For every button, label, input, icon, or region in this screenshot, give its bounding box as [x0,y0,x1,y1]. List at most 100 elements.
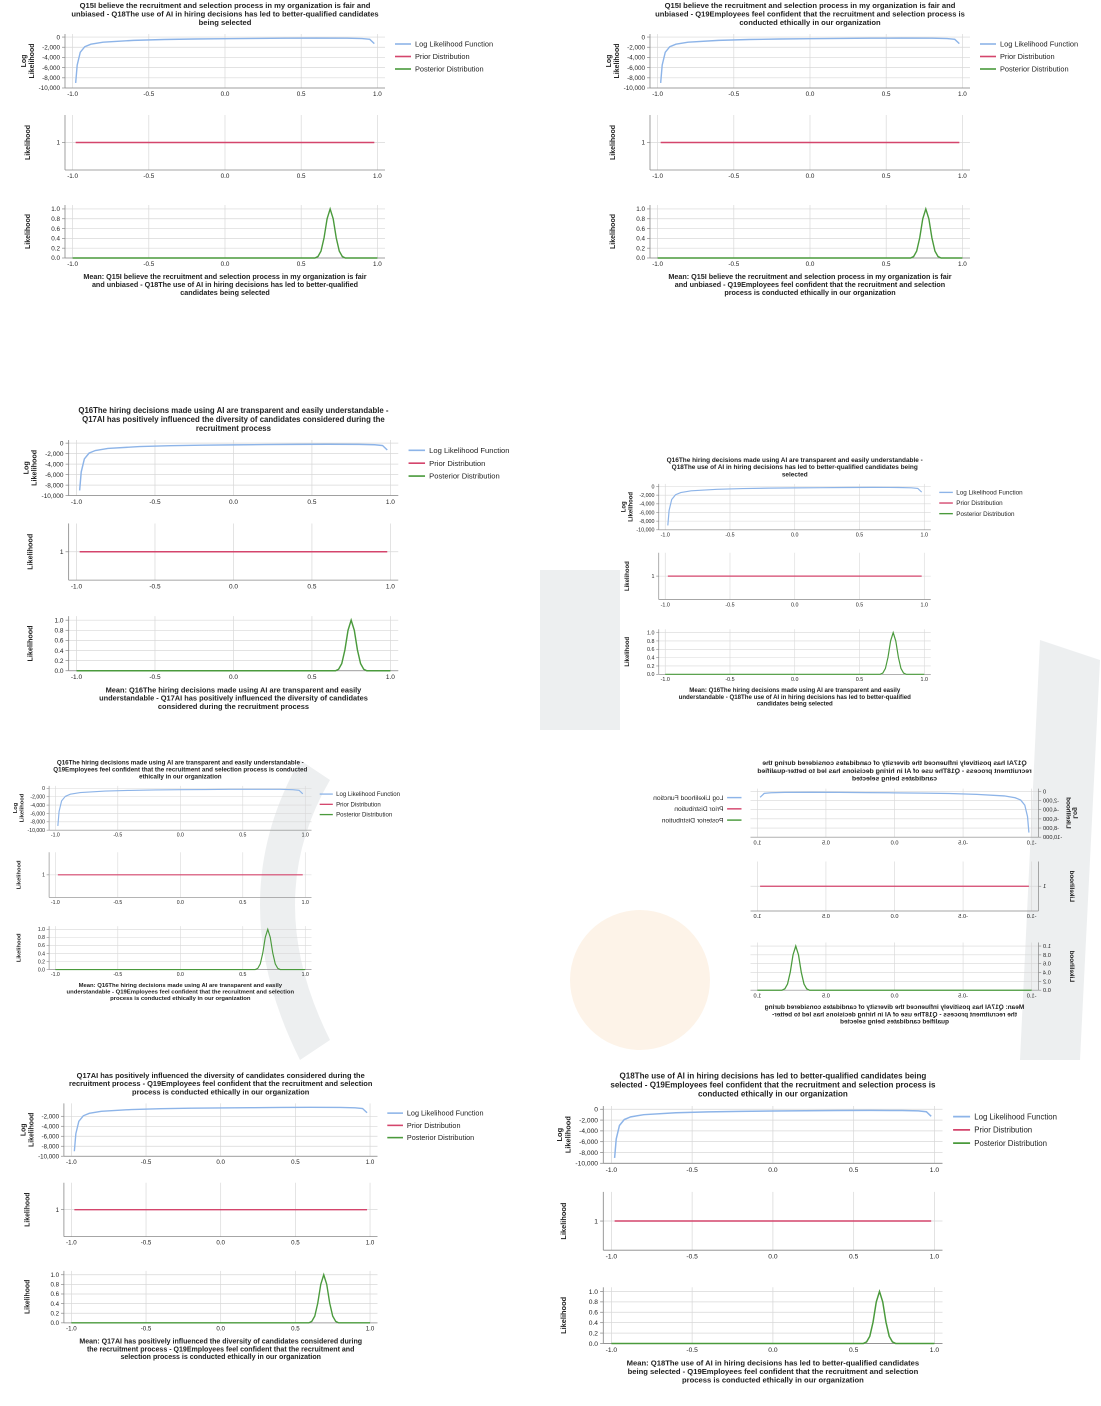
legend-label: Log Likelihood Function [956,490,1023,497]
legend-label: Prior Distribution [415,52,470,61]
legend-label: Posterior Distribution [429,472,500,481]
x-tick-label: -1.0 [606,1347,618,1354]
x-tick-label: 1.0 [386,583,395,590]
y-axis-label: Likelihood [26,534,35,570]
x-tick-label: 0.5 [307,583,316,590]
y-axis-label: Likelihood [29,44,36,79]
panel-footer: candidates being selected [180,288,269,297]
x-tick-label: -0.5 [113,833,122,839]
x-tick-label: -1.0 [652,91,663,98]
x-tick-label: -1.0 [66,1326,77,1333]
y-tick-label: 0.0 [589,1341,599,1348]
legend-label: Posterior Distribution [407,1133,474,1142]
panel-title: Q17AI has positively influenced the dive… [82,415,385,424]
x-tick-label: 0.0 [177,900,184,906]
legend-label: Posterior Distribution [661,817,723,824]
x-tick-label: 0.5 [307,674,316,681]
x-tick-label: 0.5 [849,1254,859,1261]
y-tick-label: 0.8 [51,216,60,223]
x-tick-label: -0.5 [149,674,161,681]
y-tick-label: 1 [594,1218,598,1225]
y-tick-label: 0 [641,34,645,41]
x-tick-label: -0.5 [725,533,734,539]
y-tick-label: -4,000 [45,461,64,468]
legend-label: Prior Distribution [1000,52,1055,61]
x-tick-label: 0.0 [806,91,815,98]
x-tick-label: 1.0 [302,833,309,839]
y-axis-label: Likelihood [26,625,35,661]
x-tick-label: 0.0 [229,499,238,506]
y-tick-label: -10,000 [39,85,61,92]
y-tick-label: -8,000 [45,482,64,489]
x-tick-label: 1.0 [366,1239,375,1246]
watermark-shape [570,910,710,1050]
y-axis-label: Likelihood [625,561,631,591]
y-tick-label: 0.8 [589,1299,599,1306]
y-tick-label: 0.2 [647,664,654,670]
x-tick-label: 0.0 [216,1239,225,1246]
panel-footer: process is conducted ethically in our or… [682,1376,864,1385]
sub-chart: -1.0-0.50.00.51.01Likelihood [625,553,931,609]
y-axis-label: Likelihood [29,1113,36,1147]
x-tick-label: -0.5 [141,1159,152,1166]
x-tick-label: -1.0 [652,261,663,268]
x-tick-label: 0.0 [177,972,184,978]
x-tick-label: -1.0 [661,533,670,539]
y-tick-label: -2,000 [30,795,45,801]
sub-chart: -1.0-0.50.00.51.00.00.20.40.60.81.0Likel… [25,1271,378,1333]
y-tick-label: -6,000 [42,1133,60,1140]
y-axis-label: Likelihood [1068,950,1075,982]
x-tick-label: 0.0 [891,993,899,999]
y-tick-label: -10,000 [636,528,654,534]
y-tick-label: -2,000 [627,44,645,51]
bayes-panel: Q15I believe the recruitment and selecti… [606,1,1078,297]
y-tick-label: -10,000 [1043,835,1062,841]
x-tick-label: -0.5 [149,499,161,506]
y-tick-label: -2,000 [45,451,64,458]
x-tick-label: 1.0 [930,1347,940,1354]
y-tick-label: 0.4 [647,655,654,661]
y-tick-label: 1 [1043,884,1046,890]
panel-title: Q18The use of AI in hiring decisions has… [672,464,918,471]
legend-label: Posterior Distribution [415,65,484,74]
y-tick-label: -8,000 [639,519,654,525]
y-axis-label: Likelihood [25,214,32,249]
panel-footer: understandable - Q18The use of AI in hir… [679,694,912,701]
y-tick-label: 0.0 [647,672,654,678]
y-tick-label: 0.2 [50,1310,59,1317]
y-tick-label: 0.2 [636,245,645,252]
legend-label: Prior Distribution [407,1121,461,1130]
x-tick-label: 0.0 [177,833,184,839]
y-tick-label: -10,000 [624,85,646,92]
x-tick-label: -1.0 [66,1239,77,1246]
x-tick-label: 1.0 [302,972,309,978]
x-tick-label: 0.0 [768,1254,778,1261]
x-tick-label: 0.0 [891,914,899,920]
legend-label: Prior Distribution [674,806,723,813]
sub-chart: -1.0-0.50.00.51.01Likelihood [610,115,970,180]
y-tick-label: -6,000 [45,472,64,479]
panel-title: recruitment process [196,424,272,433]
panel-footer: process is conducted ethically in our or… [110,996,251,1002]
y-tick-label: 0.2 [1043,979,1051,985]
x-tick-label: -1.0 [1027,840,1037,846]
x-tick-label: 0.0 [791,602,798,608]
x-tick-label: -1.0 [661,677,670,683]
y-tick-label: 1 [652,574,655,580]
y-tick-label: -6,000 [627,65,645,72]
panel-title: selected - Q19Employees feel confident t… [610,1080,936,1089]
y-tick-label: 0 [42,786,45,792]
x-tick-label: 0.5 [239,833,246,839]
y-tick-label: 1 [60,549,64,556]
x-tick-label: -1.0 [606,1167,618,1174]
x-tick-label: 0.5 [856,677,863,683]
y-tick-label: 0.6 [1043,962,1051,968]
x-tick-label: 1.0 [958,91,967,98]
y-tick-label: -8,000 [627,75,645,82]
x-tick-label: -1.0 [71,499,83,506]
panel-footer: Mean: Q16The hiring decisions made using… [79,983,283,989]
y-axis-label: Log [13,802,19,813]
